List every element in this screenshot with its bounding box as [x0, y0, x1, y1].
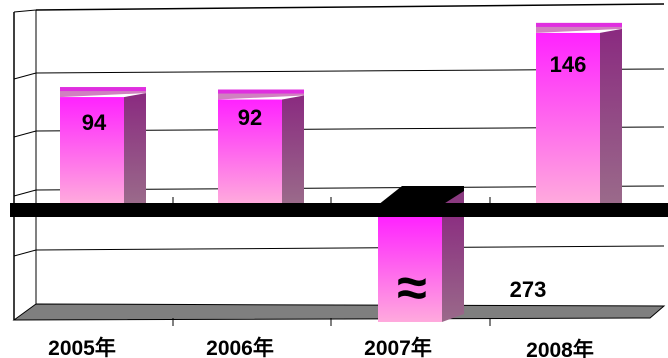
bar-cap-edge — [218, 89, 304, 94]
gridline-tick — [13, 72, 37, 80]
bar-side — [282, 95, 304, 203]
value-label: 94 — [82, 110, 107, 135]
frame-corner — [13, 9, 37, 13]
chart-floor — [12, 303, 666, 326]
bar-2005年 — [60, 97, 124, 203]
value-label: 273 — [510, 277, 547, 302]
broken-axis-symbol: ≈ — [397, 258, 427, 318]
category-label: 2005年 — [48, 336, 116, 358]
bar-2006年 — [218, 99, 282, 203]
category-label: 2006年 — [206, 336, 274, 358]
frame-top-line — [35, 3, 665, 11]
bar-cap-edge — [536, 22, 622, 27]
floor-plane — [12, 303, 666, 321]
plot-frame — [13, 3, 665, 320]
bars — [60, 22, 622, 322]
value-label: 146 — [550, 52, 587, 77]
gridline-tick — [13, 130, 37, 138]
bar-cap-edge — [60, 87, 146, 92]
axis-band — [10, 203, 668, 217]
bar-side — [124, 93, 146, 203]
labels: 94 92 273 146 ≈2005年 2006年 2007年 2008年 — [48, 52, 594, 358]
category-label: 2007年 — [364, 336, 432, 358]
bar-2007年 — [378, 216, 442, 322]
bar-break-top — [378, 186, 464, 205]
bar-2008年 — [536, 32, 600, 203]
value-label: 92 — [238, 105, 262, 130]
gridline-tick — [13, 249, 37, 257]
gridline — [35, 245, 665, 251]
broken-axis-band — [10, 197, 668, 217]
bar-side — [600, 28, 622, 203]
bar-side — [442, 206, 464, 322]
bar-break-side — [442, 191, 464, 205]
gridline-tick — [13, 189, 37, 197]
category-label: 2008年 — [526, 338, 594, 358]
